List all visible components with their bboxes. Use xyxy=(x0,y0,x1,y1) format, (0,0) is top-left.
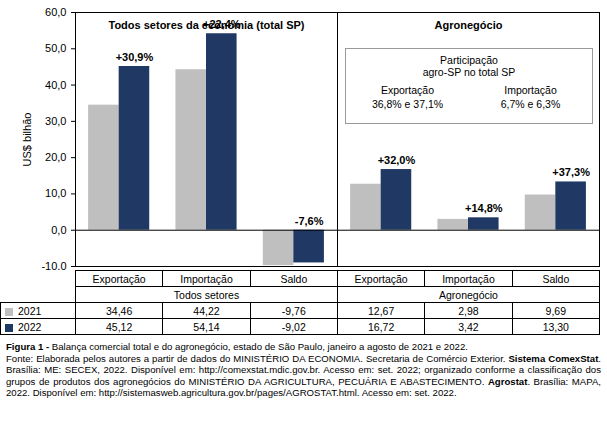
svg-text:50,0: 50,0 xyxy=(45,42,66,54)
html-text:13,30: 13,30 xyxy=(542,320,569,333)
svg-text:-10,0: -10,0 xyxy=(41,260,66,270)
html-text:34,46: 34,46 xyxy=(106,304,133,317)
svg-text:+14,8%: +14,8% xyxy=(465,202,503,214)
html-text:Importação: Importação xyxy=(180,272,233,285)
html-text:Saldo: Saldo xyxy=(280,272,308,285)
html-text:-9,76: -9,76 xyxy=(281,304,306,317)
html-text:2022: 2022 xyxy=(18,320,42,333)
html-text:Participação: Participação xyxy=(440,54,498,66)
svg-text:10,0: 10,0 xyxy=(45,187,66,199)
svg-text:60,0: 60,0 xyxy=(45,6,66,18)
html-text:Todos setores: Todos setores xyxy=(173,288,240,301)
html-text:agro-SP no total SP: agro-SP no total SP xyxy=(422,66,516,78)
svg-text:-7,6%: -7,6% xyxy=(295,215,324,227)
html-text:Importação: Importação xyxy=(442,272,495,285)
html-text:2021: 2021 xyxy=(18,304,42,317)
svg-text:0,0: 0,0 xyxy=(51,224,66,236)
html-text:6,7% e 6,3%: 6,7% e 6,3% xyxy=(500,98,561,110)
html-text:45,12: 45,12 xyxy=(106,320,133,333)
html-text:44,22: 44,22 xyxy=(193,304,220,317)
html-text:Exportação: Exportação xyxy=(380,84,435,96)
svg-text:US$ bilhão: US$ bilhão xyxy=(21,113,33,167)
html-text:36,8% e 37,1%: 36,8% e 37,1% xyxy=(371,98,444,110)
html-text:12,67: 12,67 xyxy=(368,304,395,317)
html-text:2,98: 2,98 xyxy=(458,304,479,317)
html-text:Importação: Importação xyxy=(504,84,557,96)
html-text:Fonte: Elaborada pelos autores: Fonte: Elaborada pelos autores a partir … xyxy=(6,352,601,399)
html-text:Exportação: Exportação xyxy=(92,272,146,285)
svg-text:+32,0%: +32,0% xyxy=(378,154,416,166)
svg-text:Todos setores da economia (tot: Todos setores da economia (total SP) xyxy=(109,19,305,31)
html-text:Agronegócio: Agronegócio xyxy=(439,288,498,301)
html-text:Figura 1 - Balança comercial t: Figura 1 - Balança comercial total e do … xyxy=(6,341,468,352)
html-text:54,14: 54,14 xyxy=(193,320,220,333)
svg-text:20,0: 20,0 xyxy=(45,151,66,163)
svg-text:Agronegócio: Agronegócio xyxy=(435,19,503,31)
svg-text:30,0: 30,0 xyxy=(45,115,66,127)
html-text:Saldo: Saldo xyxy=(542,272,570,285)
svg-text:+30,9%: +30,9% xyxy=(116,51,154,63)
html-text:9,69: 9,69 xyxy=(545,304,566,317)
svg-text:+37,3%: +37,3% xyxy=(552,166,590,178)
html-text:-9,02: -9,02 xyxy=(281,320,306,333)
html-text:Exportação: Exportação xyxy=(354,272,408,285)
svg-text:40,0: 40,0 xyxy=(45,79,66,91)
html-text:16,72: 16,72 xyxy=(368,320,395,333)
html-text:3,42: 3,42 xyxy=(458,320,479,333)
